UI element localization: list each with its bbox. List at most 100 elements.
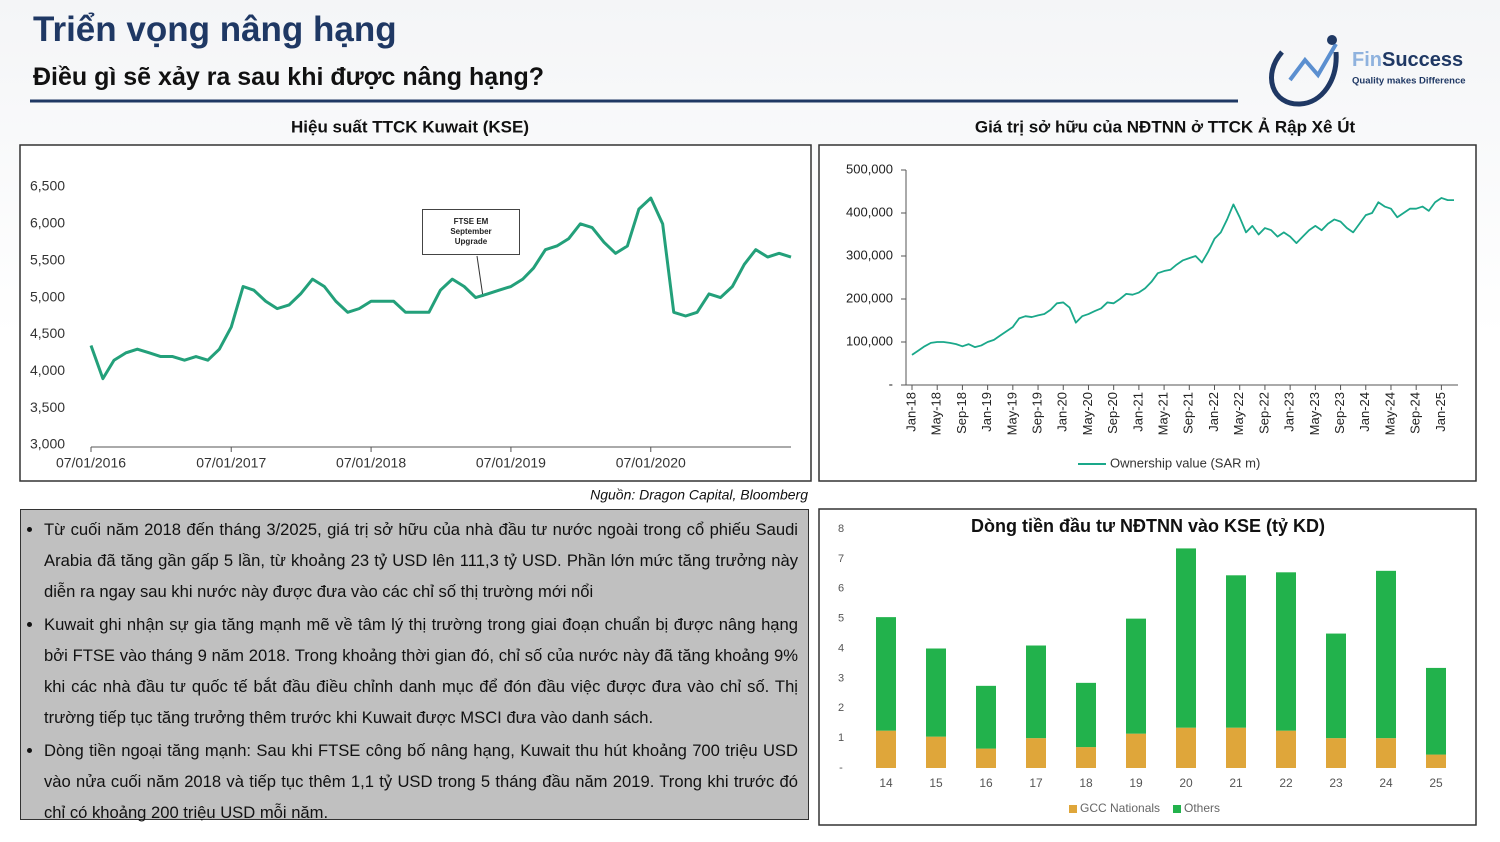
logo: FinSuccess Quality makes Difference xyxy=(1269,35,1466,107)
x-tick-label: May-18 xyxy=(929,392,944,435)
legend-swatch xyxy=(1173,805,1181,813)
x-tick-label: 23 xyxy=(1329,776,1343,790)
panel-frame xyxy=(818,144,1477,482)
x-tick-label: 24 xyxy=(1379,776,1393,790)
bar xyxy=(1176,548,1196,728)
x-tick-label: Sep-23 xyxy=(1332,392,1347,434)
x-tick-label: 07/01/2017 xyxy=(196,455,266,471)
y-tick-label: 8 xyxy=(838,523,844,535)
bar xyxy=(1376,570,1396,739)
bar xyxy=(1076,682,1096,748)
x-tick-label: Jan-22 xyxy=(1206,392,1221,432)
chart-title: Giá trị sở hữu của NĐTNN ở TTCK Ả Rập Xê… xyxy=(975,117,1356,136)
x-tick-label: May-24 xyxy=(1382,392,1397,435)
bar xyxy=(1276,730,1296,768)
x-tick-label: Jan-24 xyxy=(1357,392,1372,432)
x-tick-label: 07/01/2016 xyxy=(56,455,126,471)
y-tick-label: 5,500 xyxy=(30,251,65,267)
x-tick-label: Jan-19 xyxy=(979,392,994,432)
x-tick-label: May-19 xyxy=(1004,392,1019,435)
bar xyxy=(876,617,896,731)
x-tick-label: 18 xyxy=(1079,776,1093,790)
bar xyxy=(1126,618,1146,734)
bar xyxy=(1026,645,1046,739)
logo-brand-prefix: Fin xyxy=(1352,49,1382,71)
bar xyxy=(1426,667,1446,755)
bar xyxy=(1426,754,1446,768)
legend-swatch xyxy=(1069,805,1077,813)
x-tick-label: 25 xyxy=(1429,776,1443,790)
x-tick-label: Jan-23 xyxy=(1282,392,1297,432)
x-tick-label: 16 xyxy=(979,776,993,790)
chart-annotation: FTSE EM September Upgrade xyxy=(422,209,520,255)
x-tick-label: Jan-21 xyxy=(1130,392,1145,432)
bar xyxy=(926,736,946,768)
x-tick-label: May-23 xyxy=(1307,392,1322,435)
y-tick-label: 6,500 xyxy=(30,178,65,194)
y-tick-label: 100,000 xyxy=(846,333,893,348)
x-tick-label: 22 xyxy=(1279,776,1293,790)
x-tick-label: Sep-24 xyxy=(1408,392,1423,434)
x-tick-label: Sep-18 xyxy=(954,392,969,434)
source-note: Nguồn: Dragon Capital, Bloomberg xyxy=(590,487,808,503)
notes-box: Từ cuối năm 2018 đến tháng 3/2025, giá t… xyxy=(20,509,809,822)
x-tick-label: Jan-18 xyxy=(903,392,918,432)
x-tick-label: 17 xyxy=(1029,776,1043,790)
bar xyxy=(1326,633,1346,739)
y-tick-label: 4 xyxy=(838,642,844,654)
x-tick-label: Sep-21 xyxy=(1181,392,1196,434)
bar xyxy=(876,730,896,768)
bar xyxy=(1026,738,1046,768)
y-tick-label: - xyxy=(839,762,843,774)
y-tick-label: 5 xyxy=(838,613,844,625)
bar xyxy=(1226,727,1246,768)
y-tick-label: 4,500 xyxy=(30,325,65,341)
x-tick-label: Sep-19 xyxy=(1029,392,1044,434)
x-tick-label: May-21 xyxy=(1156,392,1171,435)
y-tick-label: 6 xyxy=(838,583,844,595)
logo-arrow xyxy=(1288,42,1338,82)
bar xyxy=(976,748,996,768)
y-tick-label: 2 xyxy=(838,702,844,714)
x-tick-label: Jan-25 xyxy=(1433,392,1448,432)
y-tick-label: 5,000 xyxy=(30,288,65,304)
y-tick-label: 1 xyxy=(838,732,844,744)
y-tick-label: 7 xyxy=(838,553,844,565)
y-tick-label: - xyxy=(889,376,893,391)
x-tick-label: May-22 xyxy=(1231,392,1246,435)
logo-swoosh xyxy=(1269,50,1339,107)
x-tick-label: 07/01/2019 xyxy=(476,455,546,471)
bar xyxy=(1126,733,1146,768)
bar xyxy=(1276,572,1296,731)
x-tick-label: 07/01/2020 xyxy=(616,455,686,471)
note-item: Dòng tiền ngoại tăng mạnh: Sau khi FTSE … xyxy=(44,735,798,828)
page-subtitle: Điều gì sẽ xảy ra sau khi được nâng hạng… xyxy=(33,63,545,91)
x-tick-label: Sep-20 xyxy=(1105,392,1120,434)
x-tick-label: 07/01/2018 xyxy=(336,455,406,471)
annotation-pointer xyxy=(476,255,484,298)
y-tick-label: 3,500 xyxy=(30,399,65,415)
bar xyxy=(976,685,996,749)
legend-label: GCC Nationals xyxy=(1080,801,1160,815)
note-item: Từ cuối năm 2018 đến tháng 3/2025, giá t… xyxy=(44,514,798,607)
x-tick-label: 15 xyxy=(929,776,943,790)
x-tick-label: 20 xyxy=(1179,776,1193,790)
y-tick-label: 500,000 xyxy=(846,161,893,176)
notes-list: Từ cuối năm 2018 đến tháng 3/2025, giá t… xyxy=(25,514,798,828)
data-line xyxy=(89,196,792,381)
bar xyxy=(926,648,946,737)
legend-label: Others xyxy=(1184,801,1220,815)
logo-dot xyxy=(1327,35,1337,45)
x-tick-label: 19 xyxy=(1129,776,1143,790)
bar xyxy=(1076,747,1096,768)
x-tick-label: 21 xyxy=(1229,776,1243,790)
y-tick-label: 4,000 xyxy=(30,362,65,378)
y-tick-label: 6,000 xyxy=(30,215,65,231)
x-tick-label: May-20 xyxy=(1080,392,1095,435)
x-tick-label: 14 xyxy=(879,776,893,790)
bar xyxy=(1326,738,1346,768)
note-item: Kuwait ghi nhận sự gia tăng mạnh mẽ về t… xyxy=(44,609,798,733)
page-title: Triển vọng nâng hạng xyxy=(33,10,397,49)
